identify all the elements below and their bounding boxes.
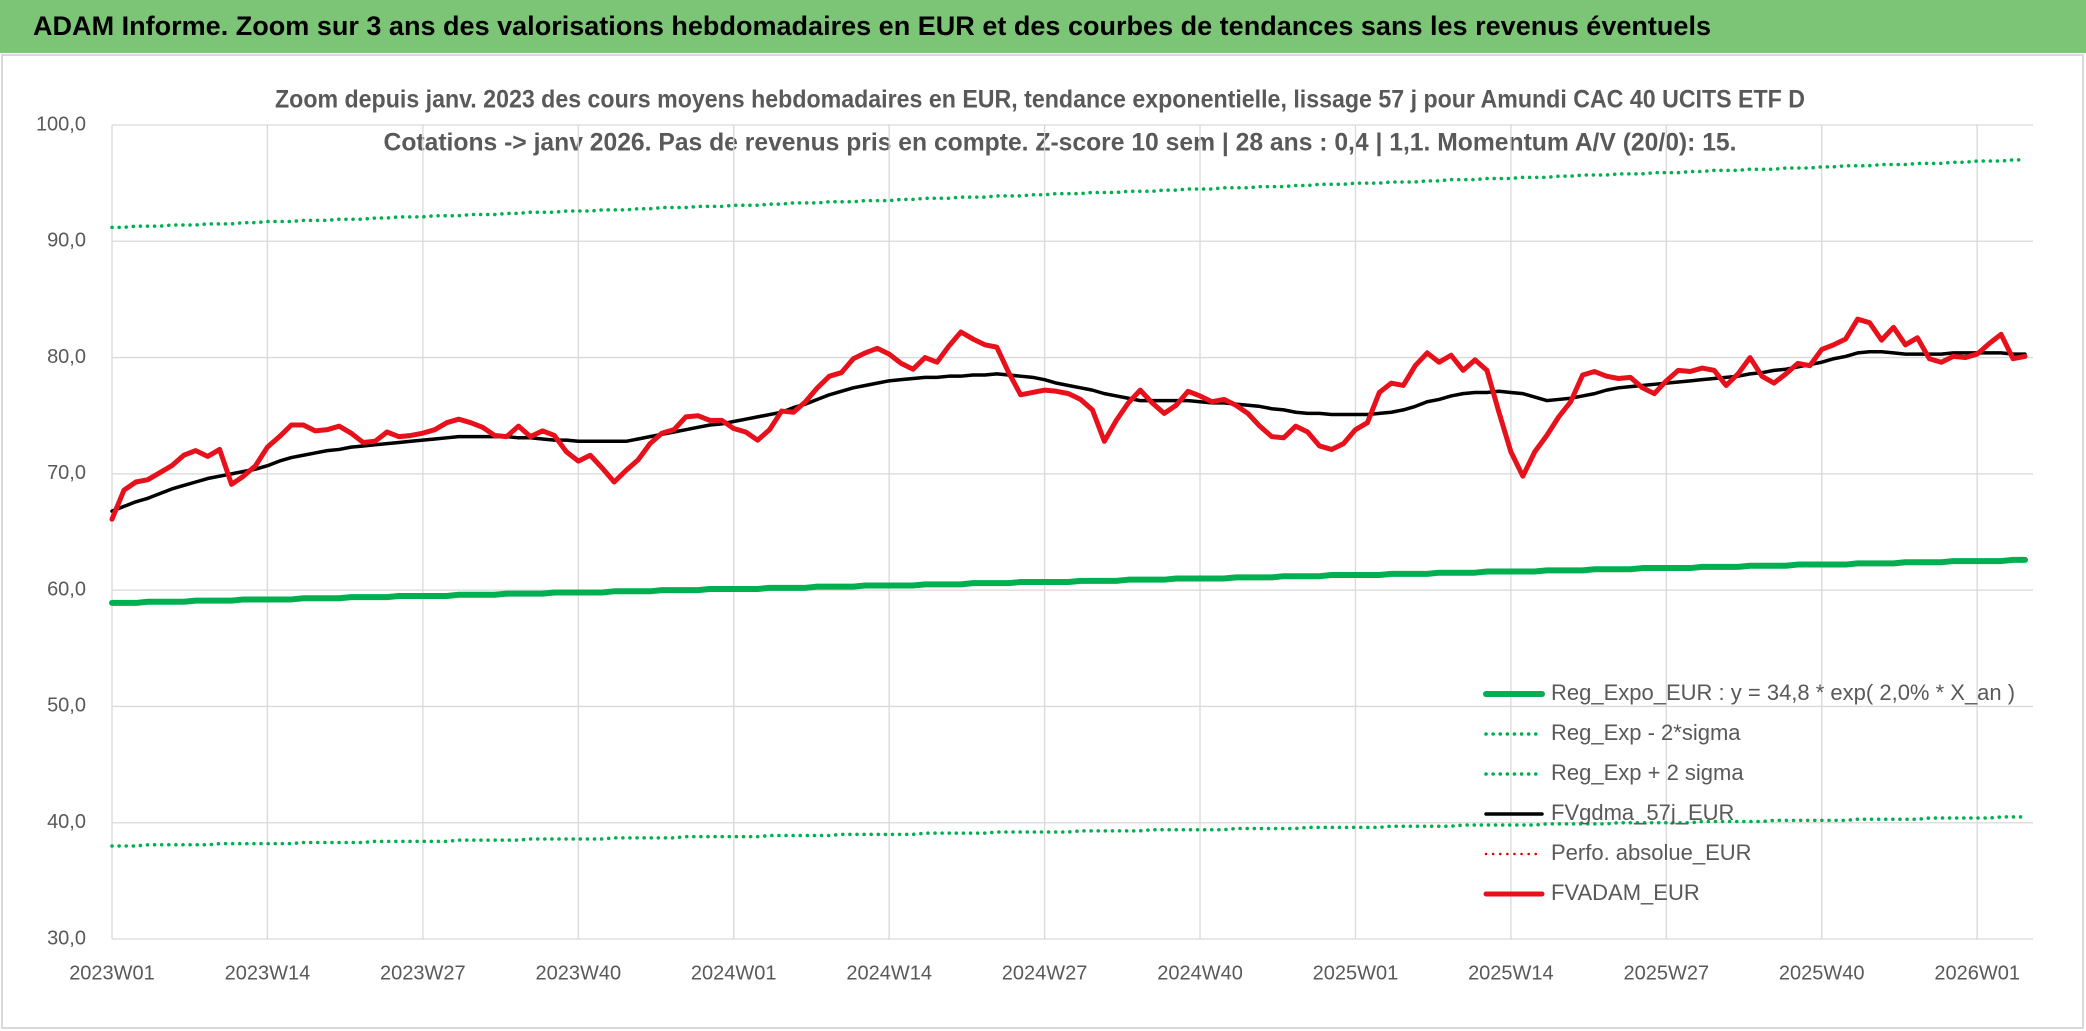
series-line — [110, 158, 2027, 230]
legend-label: FVADAM_EUR — [1551, 880, 1700, 905]
y-tick-label: 50,0 — [47, 695, 86, 717]
legend-label: Reg_Expo_EUR : y = 34,8 * exp( 2,0% * X_… — [1551, 680, 2015, 705]
y-tick-label: 100,0 — [36, 113, 86, 135]
x-tick-label: 2024W40 — [1157, 962, 1243, 984]
legend-label: Reg_Exp + 2 sigma — [1551, 760, 1744, 785]
x-tick-label: 2023W40 — [535, 962, 621, 984]
y-tick-label: 90,0 — [47, 230, 86, 252]
chart-frame — [1, 54, 2084, 1029]
x-tick-label: 2025W40 — [1779, 962, 1865, 984]
x-tick-label: 2023W27 — [380, 962, 466, 984]
legend-label: FVgdma_57j_EUR — [1551, 800, 1734, 825]
banner-title: ADAM Informe. Zoom sur 3 ans des valoris… — [33, 11, 1711, 41]
series-line — [110, 350, 2027, 513]
chart-title: Zoom depuis janv. 2023 des cours moyens … — [275, 86, 1805, 114]
legend-label: Perfo. absolue_EUR — [1551, 840, 1752, 865]
series-line — [109, 556, 2028, 606]
x-tick-label: 2023W01 — [69, 962, 155, 984]
y-tick-label: 40,0 — [47, 811, 86, 833]
x-tick-label: 2024W27 — [1002, 962, 1088, 984]
x-tick-label: 2024W14 — [846, 962, 932, 984]
series-line — [109, 316, 2028, 522]
y-tick-label: 60,0 — [47, 578, 86, 600]
x-tick-label: 2025W27 — [1624, 962, 1710, 984]
chart-subtitle: Cotations -> janv 2026. Pas de revenus p… — [384, 129, 1737, 157]
legend-label: Reg_Exp - 2*sigma — [1551, 720, 1741, 745]
x-tick-label: 2026W01 — [1934, 962, 2020, 984]
x-tick-label: 2025W14 — [1468, 962, 1554, 984]
y-tick-label: 80,0 — [47, 346, 86, 368]
y-tick-label: 70,0 — [47, 462, 86, 484]
y-tick-label: 30,0 — [47, 927, 86, 949]
x-tick-label: 2025W01 — [1313, 962, 1399, 984]
banner — [0, 0, 2086, 53]
series-line — [110, 815, 2027, 848]
x-tick-label: 2024W01 — [691, 962, 777, 984]
x-tick-label: 2023W14 — [225, 962, 311, 984]
